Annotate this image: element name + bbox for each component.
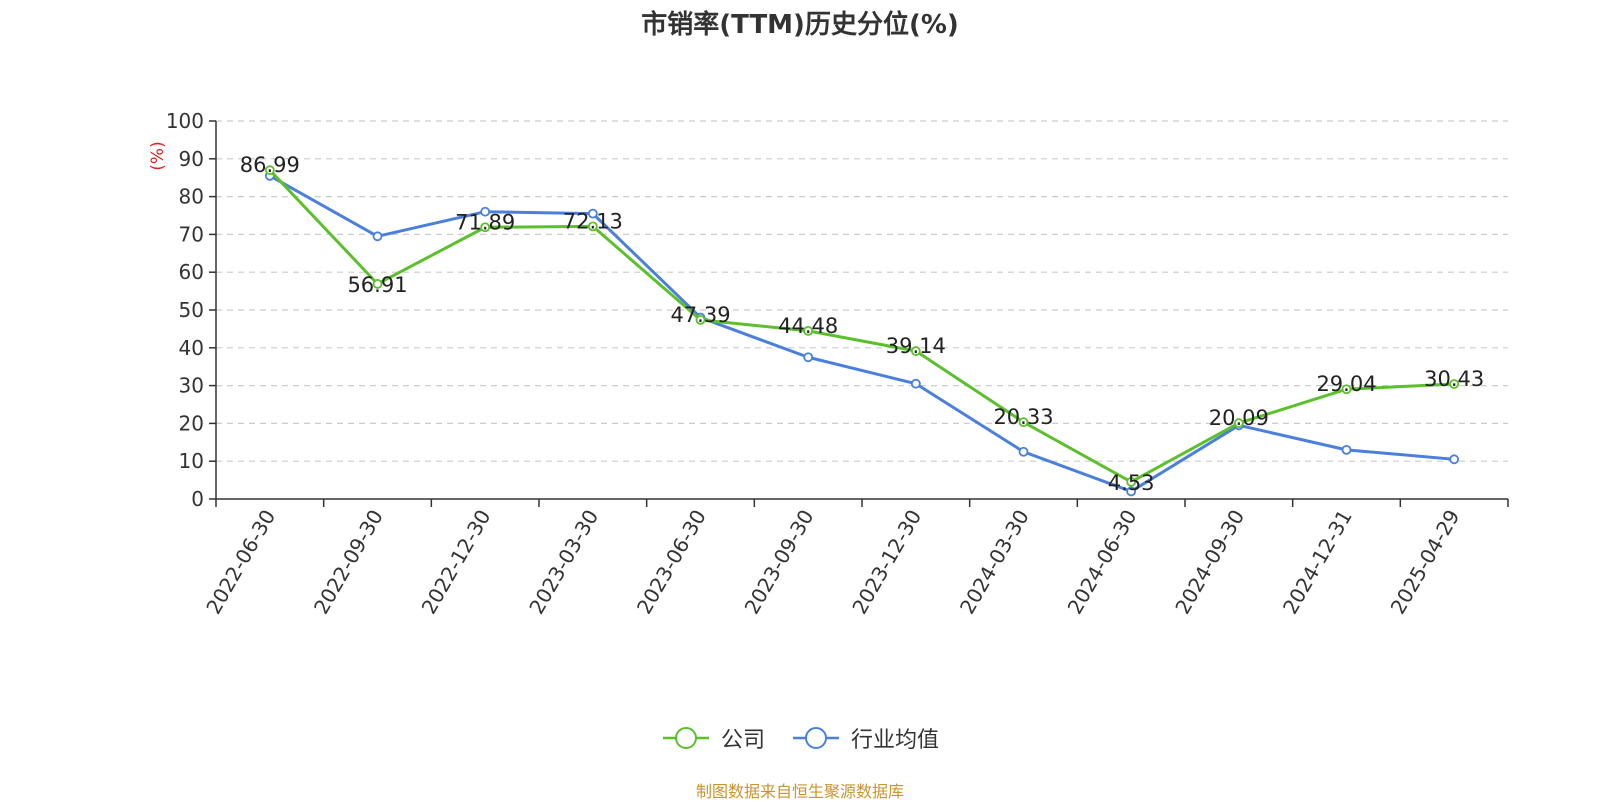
data-label-s0-10: 29.04 (1316, 372, 1376, 396)
data-label-s0-2: 71.89 (455, 210, 515, 234)
data-label-s0-5: 44.48 (778, 314, 838, 338)
data-label-s0-0: 86.99 (240, 153, 300, 177)
source-note: 制图数据来自恒生聚源数据库 (695, 782, 904, 801)
y-tick-label-0: 0 (191, 487, 204, 511)
point-s0-7 (1018, 417, 1029, 428)
data-label-s0-1: 56.91 (347, 273, 407, 297)
data-labels: 86.99 56.91 71.89 72.13 47.39 44.48 39.14 20.33… (240, 153, 1484, 495)
series (264, 165, 1460, 497)
y-tick-label-10: 10 (179, 449, 204, 473)
data-label-s0-6: 39.14 (886, 334, 946, 358)
x-tick-label-2024-12-31: 2024-12-31 (1278, 506, 1357, 619)
point-s0-0 (264, 165, 275, 176)
data-label-s0-8: 4.53 (1108, 471, 1155, 495)
legend-item-company[interactable]: 公司 (661, 722, 765, 754)
point-s0-8 (1126, 476, 1137, 487)
x-tick-label-2022-12-30: 2022-12-30 (417, 506, 496, 619)
y-tick-label-90: 90 (179, 147, 204, 171)
point-s0-1 (372, 278, 383, 289)
point-s0-6 (910, 346, 921, 356)
series-line-0 (268, 169, 1455, 484)
y-tick-label-30: 30 (179, 374, 204, 398)
point-s0-5 (803, 325, 814, 336)
x-tick-label-2024-06-30: 2024-06-30 (1063, 506, 1142, 619)
data-label-s0-7: 20.33 (993, 405, 1053, 429)
y-tick-label-80: 80 (179, 185, 204, 209)
x-tick-label-2023-09-30: 2023-09-30 (740, 506, 819, 619)
y-tick-label-60: 60 (179, 260, 204, 284)
legend: 公司 行业均值 (0, 722, 1600, 754)
x-tick-label-2023-03-30: 2023-03-30 (524, 506, 603, 619)
point-s1-1 (372, 231, 383, 242)
legend-swatch-industry (793, 727, 839, 749)
y-tick-label-40: 40 (179, 336, 204, 360)
x-tick-label-2024-03-30: 2024-03-30 (955, 506, 1034, 619)
point-s1-11 (1449, 454, 1460, 465)
chart-title: 市销率(TTM)历史分位(%) (641, 10, 959, 40)
point-s0-3 (587, 221, 598, 232)
legend-label-industry: 行业均值 (851, 728, 940, 753)
data-label-s0-11: 30.43 (1424, 367, 1484, 391)
series-line-1 (269, 174, 1455, 493)
data-label-s0-4: 47.39 (670, 303, 730, 327)
y-tick-label-70: 70 (179, 222, 204, 246)
point-s1-3 (587, 208, 598, 219)
legend-item-industry[interactable]: 行业均值 (791, 722, 939, 754)
point-s0-10 (1341, 384, 1352, 395)
x-tick-label-2025-04-29: 2025-04-29 (1386, 506, 1465, 619)
point-s1-6 (910, 378, 921, 389)
y-tick-label-20: 20 (179, 411, 204, 435)
x-tick-label-2023-06-30: 2023-06-30 (632, 506, 711, 619)
point-s1-5 (803, 352, 814, 363)
legend-label-company: 公司 (720, 728, 765, 753)
x-tick-label-2023-12-30: 2023-12-30 (847, 506, 926, 619)
x-tick-label-2022-09-30: 2022-09-30 (309, 506, 388, 619)
point-s1-7 (1018, 446, 1029, 457)
y-tick-label-100: 100 (166, 109, 204, 133)
point-s1-2 (480, 206, 491, 217)
point-s0-4 (695, 314, 706, 325)
point-s1-10 (1341, 444, 1352, 455)
data-label-s0-9: 20.09 (1209, 406, 1269, 430)
legend-swatch-company (662, 727, 709, 749)
x-tick-label-2024-09-30: 2024-09-30 (1170, 506, 1249, 619)
point-s0-11 (1449, 379, 1460, 389)
point-s0-2 (480, 222, 491, 233)
x-tick-label-2022-06-30: 2022-06-30 (201, 506, 280, 619)
y-axis-label: (%) (148, 141, 168, 170)
data-label-s0-3: 72.13 (563, 209, 623, 233)
point-s0-9 (1233, 418, 1244, 428)
y-tick-label-50: 50 (179, 298, 204, 322)
gridlines (216, 120, 1508, 462)
point-s1-8 (1126, 486, 1137, 497)
